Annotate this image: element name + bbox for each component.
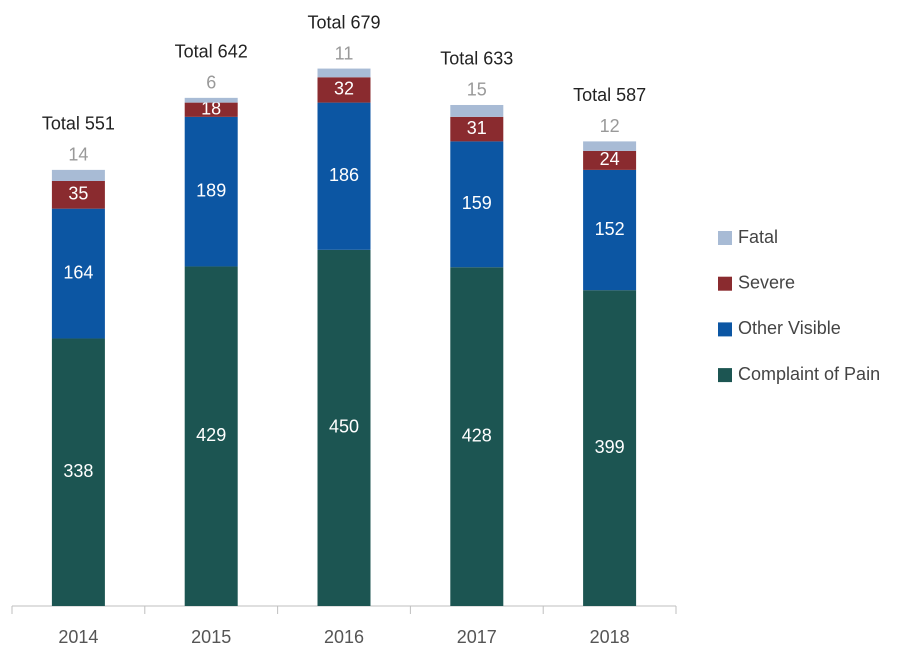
data-label: 450 — [329, 417, 359, 437]
total-label: Total 642 — [175, 42, 248, 62]
data-label: 429 — [196, 425, 226, 445]
legend-swatch — [718, 231, 732, 245]
legend-label: Complaint of Pain — [738, 364, 880, 384]
data-label: 11 — [335, 43, 354, 63]
data-label: 14 — [68, 145, 88, 165]
x-tick-label: 2017 — [457, 627, 497, 647]
bar-segment — [450, 116, 504, 142]
total-label: Total 551 — [42, 114, 115, 134]
x-tick-label: 2015 — [191, 627, 231, 647]
data-label: 31 — [467, 118, 487, 138]
x-tick-label: 2014 — [58, 627, 98, 647]
legend-label: Severe — [738, 272, 795, 292]
total-label: Total 679 — [307, 12, 380, 32]
bar-segment — [184, 266, 238, 606]
bar-segment — [51, 169, 105, 181]
bar-segment — [317, 77, 371, 103]
legend-swatch — [718, 276, 732, 291]
data-label: 6 — [206, 73, 216, 93]
x-tick-label: 2018 — [590, 627, 630, 647]
data-label: 428 — [462, 425, 492, 445]
legend-swatch — [718, 322, 732, 337]
data-label: 35 — [68, 184, 88, 204]
bar-segment — [51, 180, 105, 209]
legend-swatch — [718, 368, 732, 383]
bar-segment — [583, 141, 637, 151]
bar-segment — [51, 208, 105, 339]
bar-segment — [317, 102, 371, 250]
data-label: 24 — [600, 149, 620, 169]
x-tick-label: 2016 — [324, 627, 364, 647]
total-label: Total 587 — [573, 85, 646, 105]
legend-label: Fatal — [738, 227, 778, 247]
bar-segment — [583, 150, 637, 170]
total-label: Total 633 — [440, 49, 513, 69]
bar-segment — [583, 290, 637, 606]
data-label: 186 — [329, 165, 359, 185]
data-label: 164 — [63, 262, 93, 282]
data-label: 189 — [196, 180, 226, 200]
bar-segment — [450, 104, 504, 117]
data-label: 152 — [595, 219, 625, 239]
data-label: 12 — [600, 116, 620, 136]
data-label: 399 — [595, 437, 625, 457]
bar-segment — [184, 116, 238, 267]
data-label: 338 — [63, 461, 93, 481]
bar-segment — [317, 68, 371, 78]
data-label: 32 — [334, 79, 354, 99]
bar-segment — [184, 97, 238, 103]
data-label: 159 — [462, 193, 492, 213]
bar-segment — [184, 102, 238, 117]
bar-segment — [583, 169, 637, 291]
bar-segment — [450, 141, 504, 268]
bar-segment — [317, 249, 371, 606]
bar-segment — [450, 267, 504, 606]
legend-label: Other Visible — [738, 318, 841, 338]
data-label: 18 — [201, 98, 221, 118]
data-label: 15 — [467, 80, 487, 100]
bar-segment — [51, 338, 105, 606]
